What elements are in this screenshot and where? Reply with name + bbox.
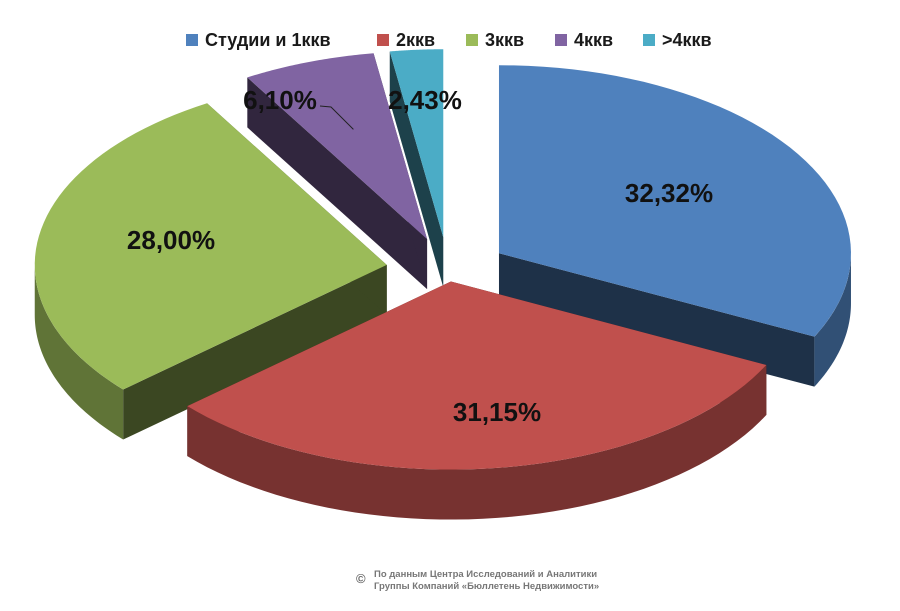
legend-swatch-3: [555, 34, 567, 46]
data-label-4ккв: 6,10%: [243, 85, 317, 115]
slice-студии-и-1ккв: [498, 65, 851, 337]
leader-line: [319, 105, 354, 130]
legend-label-0: Студии и 1ккв: [205, 30, 331, 50]
legend-label-3: 4ккв: [574, 30, 613, 50]
data-label-2ккв: 31,15%: [453, 397, 541, 427]
footer-line-2: Группы Компаний «Бюллетень Недвижимости»: [374, 581, 600, 592]
slice-4ккв: [247, 53, 428, 240]
legend-label-2: 3ккв: [485, 30, 524, 50]
data-label-4ккв: 2,43%: [388, 85, 462, 115]
slice-side-4ккв: [389, 51, 444, 288]
legend-label-1: 2ккв: [396, 30, 435, 50]
copyright-icon: ©: [356, 571, 366, 586]
legend-swatch-4: [643, 34, 655, 46]
data-label-3ккв: 28,00%: [127, 225, 215, 255]
slice-3ккв: [34, 103, 387, 390]
slice-4ккв: [389, 49, 444, 238]
legend-swatch-0: [186, 34, 198, 46]
chart-legend: Студии и 1ккв 2ккв 3ккв 4ккв >4ккв: [186, 30, 712, 50]
data-labels: 32,32% 31,15% 28,00% 6,10% 2,43%: [127, 85, 713, 427]
legend-swatch-1: [377, 34, 389, 46]
legend-swatch-2: [466, 34, 478, 46]
footer-line-1: По данным Центра Исследований и Аналитик…: [374, 569, 598, 580]
legend-label-4: >4ккв: [662, 30, 712, 50]
slice-side-студии-и-1ккв: [498, 253, 851, 387]
data-label-студии-и-1ккв: 32,32%: [625, 178, 713, 208]
pie-slices: [34, 49, 851, 520]
slice-2ккв: [187, 281, 767, 470]
